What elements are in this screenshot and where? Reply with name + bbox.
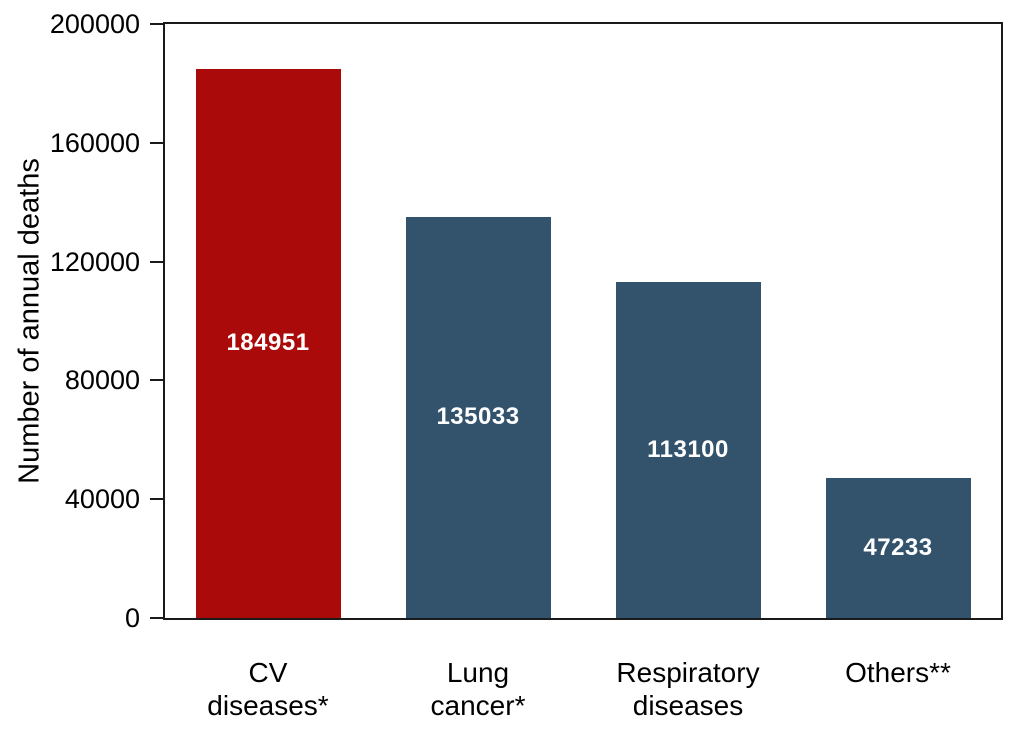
bar-value-label: 113100 xyxy=(647,436,729,464)
y-tick-mark xyxy=(150,379,163,382)
y-tick-label: 80000 xyxy=(64,365,140,396)
y-tick-mark xyxy=(150,23,163,25)
plot-area: 0 40000 80000 120000 160000 200000 184951 13503… xyxy=(50,9,1003,633)
y-tick-label: 160000 xyxy=(49,127,140,158)
y-tick-label: 0 xyxy=(124,603,140,633)
x-category-label: Others** xyxy=(845,657,951,688)
y-tick-mark xyxy=(150,498,163,501)
y-tick-label: 200000 xyxy=(49,9,140,39)
y-axis-title: Number of annual deaths xyxy=(13,158,46,484)
y-tick-label: 120000 xyxy=(49,246,140,277)
y-tick-mark xyxy=(150,260,163,263)
bar-value-label: 47233 xyxy=(863,533,933,561)
bar-respiratory-diseases: 113100 xyxy=(615,282,761,618)
bar-others: 47233 xyxy=(825,477,971,618)
x-category-label: Lung cancer* xyxy=(430,657,526,721)
bar-lung-cancer: 135033 xyxy=(405,216,551,618)
bar-value-label: 184951 xyxy=(226,329,310,357)
bar-cv-diseases: 184951 xyxy=(195,68,341,618)
y-tick-mark xyxy=(150,617,163,619)
y-tick-mark xyxy=(150,141,163,144)
x-category-label: Respiratory diseases xyxy=(616,657,760,721)
x-category-label: CV diseases* xyxy=(207,657,329,721)
y-tick-label: 40000 xyxy=(64,484,140,515)
bar-value-label: 135033 xyxy=(436,403,520,431)
